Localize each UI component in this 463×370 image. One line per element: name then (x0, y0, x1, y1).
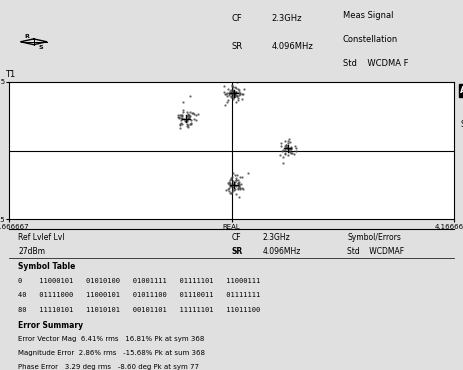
Text: CF: CF (232, 233, 241, 242)
Text: Std    WCDMAF: Std WCDMAF (347, 247, 404, 256)
Text: S: S (38, 45, 43, 50)
Text: Std    WCDMA F: Std WCDMA F (343, 59, 408, 68)
Text: Symbol Table: Symbol Table (18, 262, 75, 271)
Text: 27dBm: 27dBm (18, 247, 45, 256)
Text: A: A (460, 86, 463, 95)
Text: Magnitude Error  2.86% rms   -15.68% Pk at sum 368: Magnitude Error 2.86% rms -15.68% Pk at … (18, 350, 205, 356)
Text: Phase Error   3.29 deg rms   -8.60 deg Pk at sym 77: Phase Error 3.29 deg rms -8.60 deg Pk at… (18, 364, 199, 370)
Text: SR: SR (232, 42, 243, 51)
Text: Meas Signal: Meas Signal (343, 11, 393, 20)
Text: Error Vector Mag  6.41% rms   16.81% Pk at sym 368: Error Vector Mag 6.41% rms 16.81% Pk at … (18, 336, 205, 343)
Text: 4.096MHz: 4.096MHz (271, 42, 313, 51)
Text: R: R (25, 34, 30, 39)
Text: SGL: SGL (460, 120, 463, 130)
Text: 40   01111000   11000101   01011100   01110011   01111111: 40 01111000 11000101 01011100 01110011 0… (18, 292, 260, 299)
Text: Error Summary: Error Summary (18, 322, 83, 330)
Text: 80   11110101   11010101   00101101   11111101   11011100: 80 11110101 11010101 00101101 11111101 1… (18, 307, 260, 313)
Text: 4.096MHz: 4.096MHz (263, 247, 301, 256)
Text: 2.3GHz: 2.3GHz (271, 14, 302, 23)
Text: T1: T1 (5, 70, 15, 79)
Text: SR: SR (232, 247, 243, 256)
Text: Symbol/Errors: Symbol/Errors (347, 233, 401, 242)
Text: 0    11000101   01010100   01001111   01111101   11000111: 0 11000101 01010100 01001111 01111101 11… (18, 278, 260, 284)
Text: Ref Lvlef Lvl: Ref Lvlef Lvl (18, 233, 65, 242)
Text: CF: CF (232, 14, 242, 23)
Text: Constellation: Constellation (343, 35, 398, 44)
Text: 2.3GHz: 2.3GHz (263, 233, 290, 242)
